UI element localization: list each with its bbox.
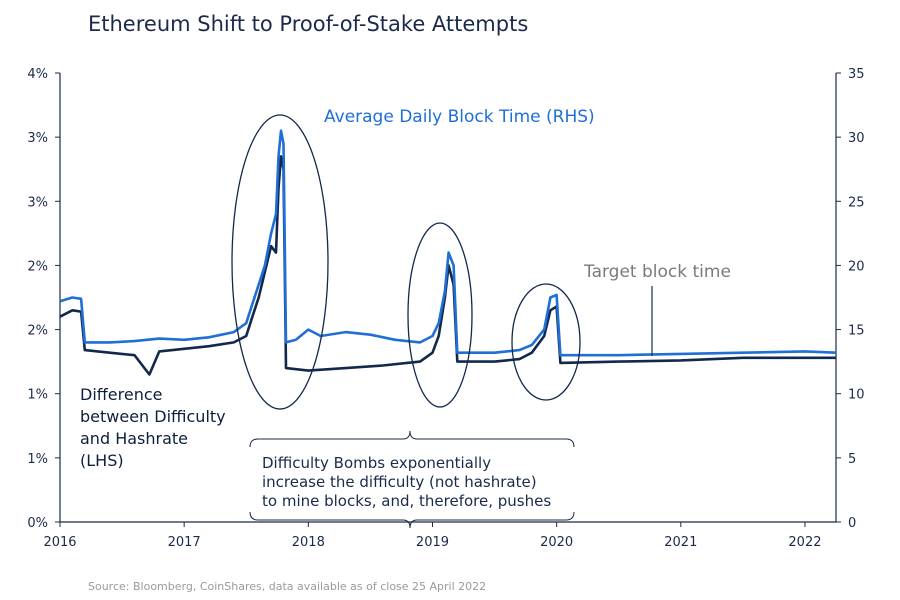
left-tick-label: 1% [27,388,48,403]
bomb-note-line-3: to mine blocks, and, therefore, pushes [262,492,551,510]
lhs-series-label-line-1: Difference [80,385,162,404]
left-tick-label: 0% [27,516,48,531]
lhs-series-label-line-3: and Hashrate [80,429,188,448]
axes: 0% 1% 1% 2% 2% 3% 3% 4% 0 5 10 15 20 25 30 35 2016 2017 20… [27,67,864,550]
left-tick-label: 2% [27,259,48,274]
highlight-ellipse-2017 [231,114,329,410]
series-line-block-time [59,129,837,357]
left-tick-label: 3% [27,195,48,210]
chart-title: Ethereum Shift to Proof-of-Stake Attempt… [88,12,529,36]
right-tick-label: 5 [848,452,856,467]
left-tick-label: 4% [27,67,48,82]
x-tick-label: 2021 [664,535,697,550]
series-line-difficulty-hashrate [59,155,836,376]
right-tick-label: 0 [848,516,856,531]
left-tick-label: 3% [27,131,48,146]
highlight-ellipse-2019 [407,222,473,408]
right-tick-label: 35 [848,67,865,82]
right-tick-label: 10 [848,388,865,403]
x-tick-label: 2016 [43,535,76,550]
bomb-bracket [249,430,575,448]
right-tick-label: 20 [848,259,865,274]
x-tick-label: 2019 [416,535,449,550]
x-tick-label: 2020 [540,535,573,550]
left-tick-label: 1% [27,452,48,467]
x-tick-label: 2018 [292,535,325,550]
bomb-note-line-1: Difficulty Bombs exponentially [262,454,491,472]
rhs-series-label: Average Daily Block Time (RHS) [324,107,595,127]
annotations: Average Daily Block Time (RHS) Target bl… [80,107,731,529]
right-tick-label: 30 [848,131,865,146]
lhs-series-label-line-2: between Difficulty [80,407,226,426]
left-tick-label: 2% [27,324,48,339]
highlight-ellipse-2020 [511,283,581,401]
series-layer [59,129,837,376]
source-note: Source: Bloomberg, CoinShares, data avai… [88,580,487,593]
right-tick-label: 15 [848,324,865,339]
target-block-label: Target block time [583,262,731,282]
right-tick-label: 25 [848,195,865,210]
lhs-series-label-line-4: (LHS) [80,451,124,470]
bomb-note-box [252,449,568,519]
x-tick-label: 2017 [168,535,201,550]
bomb-note-line-2: increase the difficulty (not hashrate) [262,473,537,491]
x-tick-label: 2022 [788,535,821,550]
bomb-bracket-bottom [249,511,575,529]
